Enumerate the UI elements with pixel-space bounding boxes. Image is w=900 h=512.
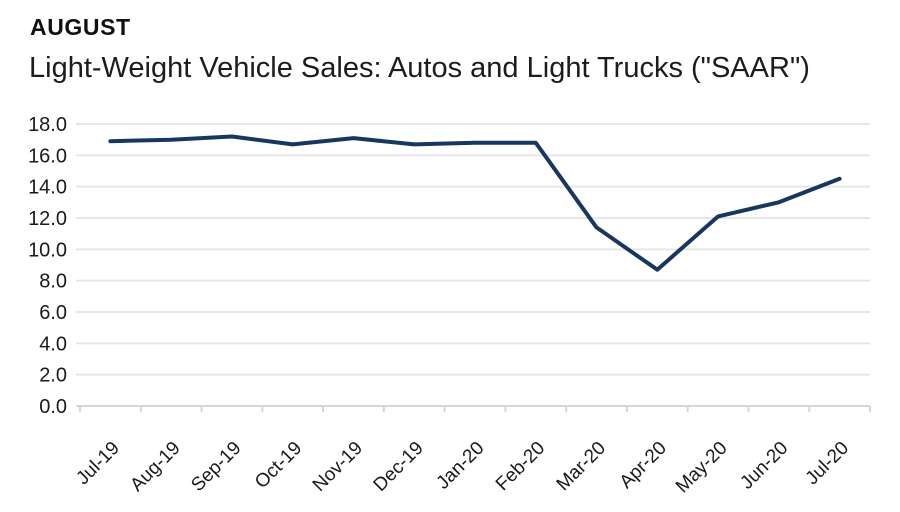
chart-title: Light-Weight Vehicle Sales: Autos and Li… — [29, 52, 810, 84]
x-tick-label: May-20 — [672, 438, 732, 498]
y-tick-label: 6.0 — [39, 302, 67, 324]
x-tick-label: Oct-19 — [251, 438, 306, 493]
x-tick-label: Jul-20 — [802, 438, 853, 489]
x-tick-label: Aug-19 — [127, 438, 185, 496]
x-tick-label: Jan-20 — [433, 438, 489, 494]
x-tick-label: Feb-20 — [492, 438, 549, 495]
y-tick-label: 16.0 — [28, 145, 67, 167]
y-tick-label: 4.0 — [39, 333, 67, 355]
x-tick-label: Nov-19 — [309, 438, 367, 496]
y-tick-label: 18.0 — [28, 114, 67, 136]
y-tick-label: 12.0 — [28, 208, 67, 230]
x-tick-label: Dec-19 — [370, 438, 428, 496]
chart-kicker: AUGUST — [30, 14, 131, 40]
x-tick-label: Sep-19 — [187, 438, 245, 496]
sales-line — [108, 134, 842, 272]
y-tick-label: 8.0 — [39, 271, 67, 293]
y-tick-label: 2.0 — [39, 365, 67, 387]
x-tick-label: Jun-20 — [736, 438, 792, 494]
y-tick-label: 0.0 — [39, 396, 67, 418]
x-tick-label: Apr-20 — [616, 438, 671, 493]
x-tick-label: Mar-20 — [553, 438, 610, 495]
y-tick-label: 14.0 — [28, 177, 67, 199]
x-tick-label: Jul-19 — [72, 438, 123, 489]
y-tick-label: 10.0 — [28, 239, 67, 261]
